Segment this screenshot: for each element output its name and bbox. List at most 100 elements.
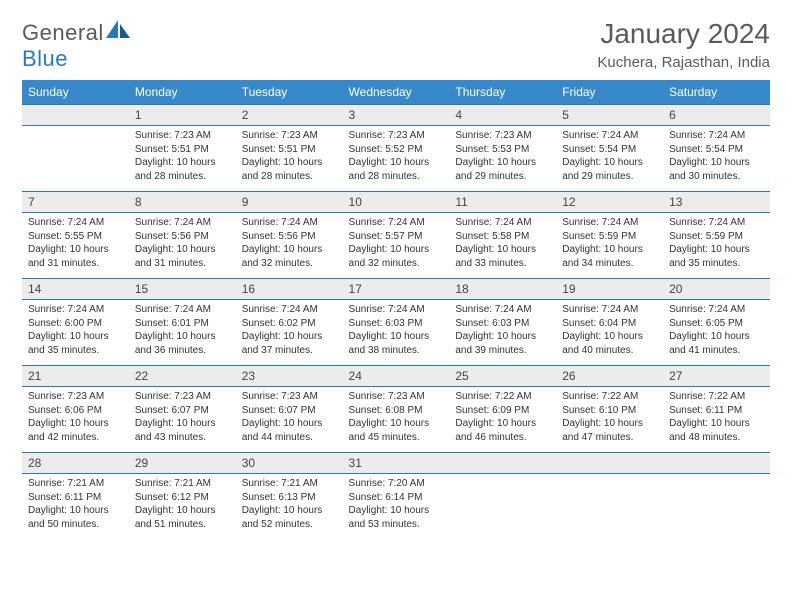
week-daynum-row: 123456	[22, 105, 770, 126]
sunset-text: Sunset: 6:11 PM	[669, 404, 764, 418]
day-number-cell: 27	[663, 366, 770, 387]
daylight-text: Daylight: 10 hours and 38 minutes.	[349, 330, 444, 357]
sunset-text: Sunset: 6:10 PM	[562, 404, 657, 418]
daylight-text: Daylight: 10 hours and 28 minutes.	[135, 156, 230, 183]
sunrise-text: Sunrise: 7:24 AM	[135, 303, 230, 317]
sunrise-text: Sunrise: 7:24 AM	[349, 216, 444, 230]
daylight-text: Daylight: 10 hours and 33 minutes.	[455, 243, 550, 270]
day-number-cell: 4	[449, 105, 556, 126]
sunrise-text: Sunrise: 7:24 AM	[669, 129, 764, 143]
daylight-text: Daylight: 10 hours and 37 minutes.	[242, 330, 337, 357]
day-detail-cell: Sunrise: 7:21 AMSunset: 6:12 PMDaylight:…	[129, 474, 236, 540]
sunrise-text: Sunrise: 7:22 AM	[455, 390, 550, 404]
day-detail-cell: Sunrise: 7:21 AMSunset: 6:11 PMDaylight:…	[22, 474, 129, 540]
daylight-text: Daylight: 10 hours and 41 minutes.	[669, 330, 764, 357]
sunrise-text: Sunrise: 7:24 AM	[242, 303, 337, 317]
sunset-text: Sunset: 5:59 PM	[669, 230, 764, 244]
day-number-cell: 9	[236, 192, 343, 213]
day-detail-cell: Sunrise: 7:24 AMSunset: 6:00 PMDaylight:…	[22, 300, 129, 366]
day-number-cell	[663, 453, 770, 474]
day-detail-cell: Sunrise: 7:24 AMSunset: 6:01 PMDaylight:…	[129, 300, 236, 366]
day-detail-cell: Sunrise: 7:24 AMSunset: 6:05 PMDaylight:…	[663, 300, 770, 366]
month-title: January 2024	[597, 18, 770, 50]
daylight-text: Daylight: 10 hours and 35 minutes.	[28, 330, 123, 357]
daylight-text: Daylight: 10 hours and 42 minutes.	[28, 417, 123, 444]
sunrise-text: Sunrise: 7:24 AM	[562, 129, 657, 143]
day-detail-cell: Sunrise: 7:23 AMSunset: 5:52 PMDaylight:…	[343, 126, 450, 192]
day-detail-cell: Sunrise: 7:24 AMSunset: 5:59 PMDaylight:…	[556, 213, 663, 279]
day-detail-cell: Sunrise: 7:24 AMSunset: 6:02 PMDaylight:…	[236, 300, 343, 366]
daylight-text: Daylight: 10 hours and 40 minutes.	[562, 330, 657, 357]
day-detail-cell: Sunrise: 7:23 AMSunset: 6:07 PMDaylight:…	[129, 387, 236, 453]
daylight-text: Daylight: 10 hours and 52 minutes.	[242, 504, 337, 531]
sunrise-text: Sunrise: 7:23 AM	[242, 390, 337, 404]
day-number-cell: 15	[129, 279, 236, 300]
sunrise-text: Sunrise: 7:22 AM	[562, 390, 657, 404]
daylight-text: Daylight: 10 hours and 51 minutes.	[135, 504, 230, 531]
day-detail-cell: Sunrise: 7:24 AMSunset: 5:58 PMDaylight:…	[449, 213, 556, 279]
sunrise-text: Sunrise: 7:24 AM	[669, 303, 764, 317]
brand-text-1: General	[22, 20, 104, 45]
sunrise-text: Sunrise: 7:21 AM	[135, 477, 230, 491]
day-detail-cell: Sunrise: 7:24 AMSunset: 5:57 PMDaylight:…	[343, 213, 450, 279]
sunset-text: Sunset: 6:12 PM	[135, 491, 230, 505]
daylight-text: Daylight: 10 hours and 29 minutes.	[455, 156, 550, 183]
day-number-cell: 8	[129, 192, 236, 213]
sunrise-text: Sunrise: 7:20 AM	[349, 477, 444, 491]
dow-header: Wednesday	[343, 80, 450, 105]
day-detail-cell: Sunrise: 7:24 AMSunset: 5:54 PMDaylight:…	[556, 126, 663, 192]
sunrise-text: Sunrise: 7:24 AM	[562, 303, 657, 317]
day-detail-cell: Sunrise: 7:24 AMSunset: 6:04 PMDaylight:…	[556, 300, 663, 366]
sunrise-text: Sunrise: 7:24 AM	[28, 216, 123, 230]
sunrise-text: Sunrise: 7:22 AM	[669, 390, 764, 404]
day-number-cell: 14	[22, 279, 129, 300]
week-detail-row: Sunrise: 7:23 AM Sunset: 5:51 PM Daylight:…	[22, 126, 770, 192]
week-daynum-row: 21222324252627	[22, 366, 770, 387]
dow-header: Saturday	[663, 80, 770, 105]
day-detail-cell: Sunrise: 7:24 AMSunset: 5:59 PMDaylight:…	[663, 213, 770, 279]
day-detail-cell: Sunrise: 7:24 AMSunset: 5:56 PMDaylight:…	[129, 213, 236, 279]
week-detail-row: Sunrise: 7:24 AMSunset: 5:55 PMDaylight:…	[22, 213, 770, 279]
day-number-cell: 10	[343, 192, 450, 213]
sunset-text: Sunset: 5:51 PM	[242, 143, 337, 157]
day-number-cell	[449, 453, 556, 474]
week-detail-row: Sunrise: 7:24 AMSunset: 6:00 PMDaylight:…	[22, 300, 770, 366]
sunrise-text: Sunrise: 7:24 AM	[669, 216, 764, 230]
day-detail-cell: Sunrise: 7:23 AMSunset: 6:08 PMDaylight:…	[343, 387, 450, 453]
sunset-text: Sunset: 6:13 PM	[242, 491, 337, 505]
day-detail-cell: Sunrise: 7:23 AMSunset: 6:07 PMDaylight:…	[236, 387, 343, 453]
week-daynum-row: 78910111213	[22, 192, 770, 213]
day-number-cell: 2	[236, 105, 343, 126]
sunset-text: Sunset: 6:01 PM	[135, 317, 230, 331]
dow-header: Monday	[129, 80, 236, 105]
daylight-text: Daylight: 10 hours and 31 minutes.	[135, 243, 230, 270]
sunset-text: Sunset: 5:56 PM	[135, 230, 230, 244]
dow-header: Tuesday	[236, 80, 343, 105]
day-number-cell: 22	[129, 366, 236, 387]
brand-text-2: Blue	[22, 46, 68, 71]
sunset-text: Sunset: 6:05 PM	[669, 317, 764, 331]
day-detail-cell: Sunrise: 7:23 AMSunset: 5:53 PMDaylight:…	[449, 126, 556, 192]
sunset-text: Sunset: 5:58 PM	[455, 230, 550, 244]
day-number-cell: 5	[556, 105, 663, 126]
day-number-cell: 21	[22, 366, 129, 387]
brand-text: General Blue	[22, 18, 132, 72]
daylight-text: Daylight: 10 hours and 47 minutes.	[562, 417, 657, 444]
daylight-text: Daylight: 10 hours and 36 minutes.	[135, 330, 230, 357]
day-number-cell: 3	[343, 105, 450, 126]
daylight-text: Daylight: 10 hours and 50 minutes.	[28, 504, 123, 531]
sunset-text: Sunset: 5:56 PM	[242, 230, 337, 244]
day-number-cell: 23	[236, 366, 343, 387]
dow-header: Friday	[556, 80, 663, 105]
day-number-cell	[556, 453, 663, 474]
sunrise-text: Sunrise: 7:23 AM	[135, 129, 230, 143]
sunset-text: Sunset: 5:54 PM	[669, 143, 764, 157]
sunset-text: Sunset: 6:03 PM	[349, 317, 444, 331]
sunrise-text: Sunrise: 7:23 AM	[349, 390, 444, 404]
day-number-cell: 18	[449, 279, 556, 300]
day-number-cell: 29	[129, 453, 236, 474]
daylight-text: Daylight: 10 hours and 35 minutes.	[669, 243, 764, 270]
sunrise-text: Sunrise: 7:24 AM	[349, 303, 444, 317]
day-detail-cell	[663, 474, 770, 540]
sunset-text: Sunset: 6:09 PM	[455, 404, 550, 418]
